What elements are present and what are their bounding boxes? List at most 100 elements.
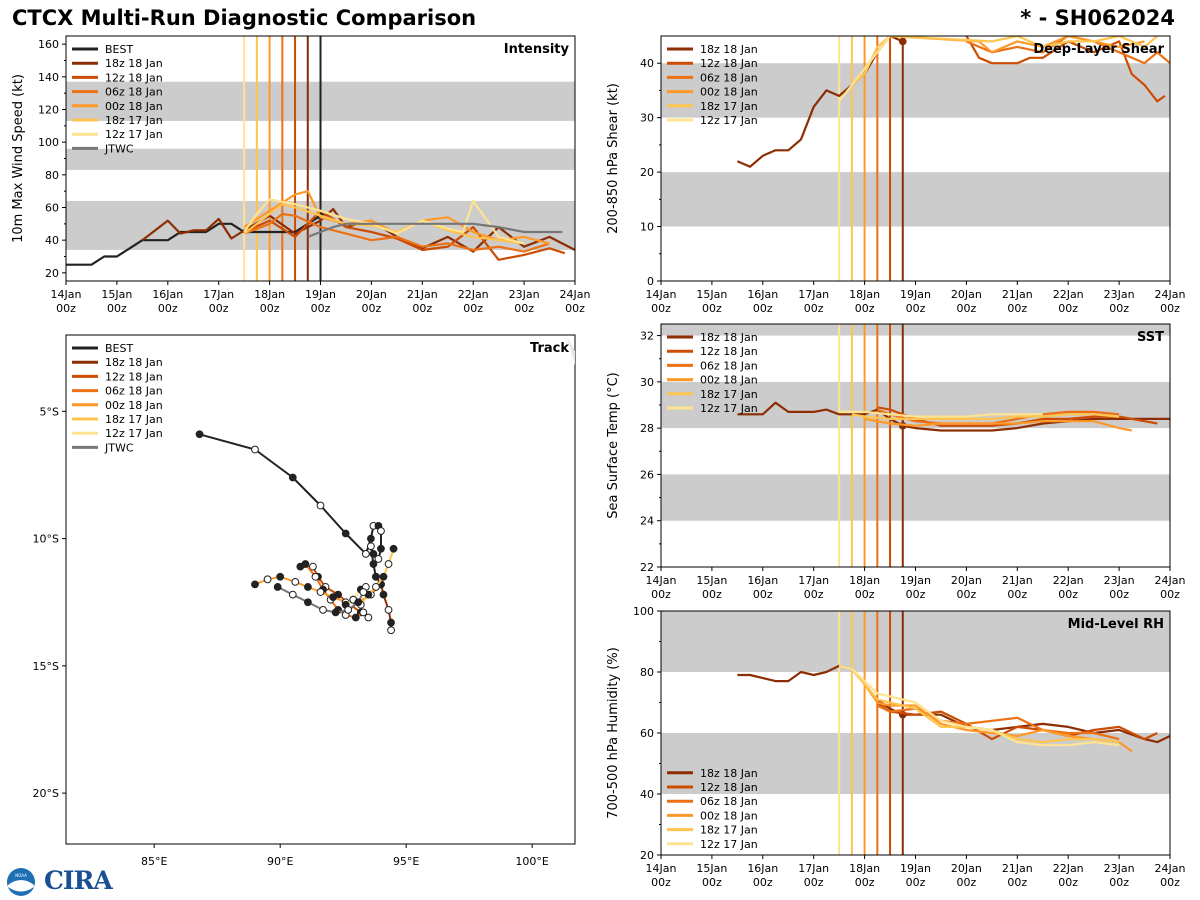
sst-ytick-label: 30 (640, 376, 654, 389)
rh-series-line (876, 701, 1158, 741)
track-track-point (276, 572, 285, 581)
shear-ytick-label: 10 (640, 221, 654, 234)
shear-xtick-label: 15Jan (696, 288, 727, 301)
sst-xtick-label: 00z (855, 588, 875, 601)
rh-xtick-label: 00z (1160, 876, 1180, 889)
intensity-xtick-label: 19Jan (305, 288, 336, 301)
intensity-ytick-label: 100 (38, 136, 59, 149)
sst-plot-area (737, 401, 1170, 432)
track-track-point (361, 549, 370, 558)
shear-ytick-label: 0 (647, 275, 654, 288)
track-xtick-label: 100°E (515, 855, 548, 868)
sst-xtick-label: 00z (753, 588, 773, 601)
sst-xtick-label: 15Jan (696, 574, 727, 587)
intensity-xtick-label: 00z (209, 302, 229, 315)
intensity-series-line (307, 222, 563, 238)
sst-xtick-label: 22Jan (1053, 574, 1084, 587)
intensity-xtick-label: 16Jan (152, 288, 183, 301)
intensity-xtick-label: 14Jan (51, 288, 82, 301)
rh-legend-label: 12z 17 Jan (700, 838, 758, 851)
track-track-point (387, 626, 395, 635)
rh-series-line (737, 664, 1170, 744)
shear-xtick-label: 22Jan (1053, 288, 1084, 301)
intensity-ytick-label: 120 (38, 104, 59, 117)
intensity-xtick-label: 00z (514, 302, 534, 315)
sst-xtick-label: 23Jan (1104, 574, 1135, 587)
shear-xtick-label: 20Jan (951, 288, 982, 301)
shear-xtick-label: 00z (804, 302, 824, 315)
rh-title: Mid-Level RH (1068, 617, 1164, 632)
track-track-point (316, 501, 325, 510)
intensity-legend-label: 00z 18 Jan (105, 100, 163, 113)
rh-xtick-label: 00z (906, 876, 926, 889)
rh-ytick-label: 100 (633, 605, 654, 618)
rh-xtick-label: 00z (957, 876, 977, 889)
sst-legend-label: 18z 18 Jan (700, 331, 758, 344)
intensity-ytick-label: 20 (45, 267, 59, 280)
track-legend-label: 12z 17 Jan (105, 427, 163, 440)
sst-xtick-label: 17Jan (798, 574, 829, 587)
track-xtick-label: 95°E (393, 855, 419, 868)
track-track-point (288, 473, 297, 482)
intensity-xtick-label: 24Jan (560, 288, 591, 301)
intensity-series-line (243, 198, 525, 245)
rh-ytick-label: 60 (640, 727, 654, 740)
sst-xtick-label: 00z (957, 588, 977, 601)
intensity-title: Intensity (504, 42, 570, 57)
sst-ytick-label: 22 (640, 561, 654, 574)
track-track-point (379, 590, 388, 599)
track-track-point (359, 588, 368, 596)
intensity-ytick-label: 60 (45, 202, 59, 215)
intensity-legend-label: BEST (105, 43, 133, 56)
intensity-legend-label: 18z 17 Jan (105, 114, 163, 127)
shear-ytick-label: 30 (640, 112, 654, 125)
track-track-point (369, 549, 378, 558)
sst-xtick-label: 00z (702, 588, 722, 601)
shear-series-line (851, 36, 1159, 86)
track-track-point (374, 555, 383, 563)
sst-xtick-label: 21Jan (1002, 574, 1033, 587)
sst-series-line (851, 413, 1120, 420)
sst-xtick-label: 20Jan (951, 574, 982, 587)
intensity-xtick-label: 00z (158, 302, 178, 315)
track-track-point (309, 562, 317, 571)
sst-xtick-label: 00z (651, 588, 671, 601)
rh-xtick-label: 14Jan (646, 862, 677, 875)
rh-plot-area (737, 664, 1170, 753)
intensity-ytick-label: 80 (45, 169, 59, 182)
rh-ylabel: 700-500 hPa Humidity (%) (606, 647, 621, 819)
sst-xtick-label: 16Jan (747, 574, 778, 587)
intensity-ytick-label: 160 (38, 38, 59, 51)
track-track-point (331, 608, 340, 617)
sst-xtick-label: 00z (804, 588, 824, 601)
intensity-series-line (243, 209, 566, 261)
shear-series-line (838, 36, 891, 102)
intensity-xtick-label: 00z (362, 302, 382, 315)
rh-ytick-label: 40 (640, 788, 654, 801)
sst-ytick-label: 32 (640, 330, 654, 343)
shear-band (661, 172, 1170, 227)
track-track-point (316, 588, 325, 596)
shear-xtick-label: 18Jan (849, 288, 880, 301)
rh-xtick-label: 22Jan (1053, 862, 1084, 875)
shear-legend-label: 06z 18 Jan (700, 71, 758, 84)
intensity-xtick-label: 00z (311, 302, 331, 315)
sst-title: SST (1137, 330, 1164, 345)
track-track-point (329, 593, 337, 602)
shear-xtick-label: 00z (957, 302, 977, 315)
noaa-badge-text: NOAA (15, 873, 27, 878)
track-track-point (344, 605, 353, 614)
track-track-point (311, 572, 320, 581)
track-track-point (354, 598, 363, 607)
sst-panel: 22242628303214Jan00z15Jan00z16Jan00z17Ja… (606, 323, 1185, 601)
rh-xtick-label: 00z (753, 876, 773, 889)
track-track-point (364, 613, 373, 622)
track-track-point (301, 560, 310, 568)
sst-ytick-label: 28 (640, 422, 654, 435)
track-ytick-label: 5°S (40, 405, 59, 418)
track-track-point (288, 590, 297, 599)
track-frame (65, 334, 576, 845)
